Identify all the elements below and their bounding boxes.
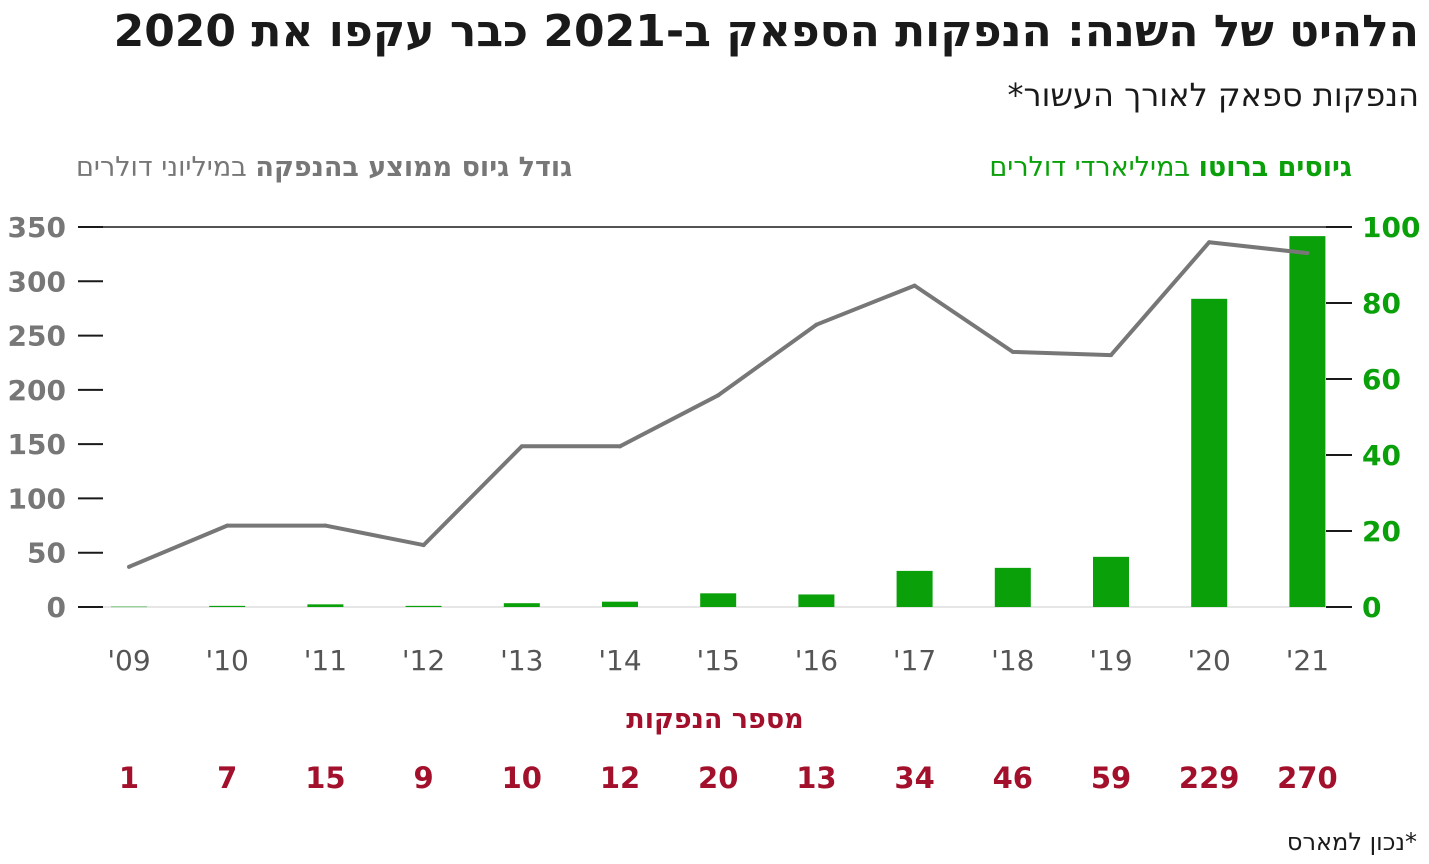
legend-line-unit: במיליוני דולרים (76, 152, 256, 183)
line-point (127, 564, 131, 569)
counts-label: מספר הנפקות (626, 704, 803, 735)
count-value: 59 (1091, 761, 1131, 795)
bar (602, 601, 638, 607)
line-point (912, 283, 917, 288)
count-value: 46 (993, 761, 1033, 795)
x-tick-label: '15 (697, 644, 740, 677)
bar (994, 567, 1031, 607)
left-tick-label: 50 (27, 537, 66, 570)
line-point (618, 444, 622, 449)
footnote: *נכון למארס (1286, 828, 1417, 856)
legend-line: גודל גיוס ממוצע בהנפקה במיליוני דולרים (76, 152, 572, 183)
line-series (127, 240, 1310, 569)
line-point (814, 322, 819, 327)
line-point (716, 393, 721, 398)
bar (405, 605, 442, 607)
avg-size-line (128, 240, 1308, 569)
x-tick-label: '21 (1286, 644, 1329, 677)
bar (209, 605, 246, 607)
bar (896, 570, 933, 607)
right-tick-label: 0 (1362, 591, 1381, 624)
line-point (1109, 353, 1113, 358)
x-tick-label: '13 (500, 644, 543, 677)
left-tick-label: 150 (8, 428, 66, 461)
bar (1289, 236, 1326, 607)
x-tick-label: '16 (795, 644, 838, 677)
legend-line-bold: גודל גיוס ממוצע בהנפקה (255, 152, 573, 183)
right-tick-label: 40 (1362, 439, 1401, 472)
x-tick-label: '11 (304, 644, 347, 677)
x-tick-label: '17 (893, 644, 936, 677)
line-point (1207, 240, 1212, 245)
left-tick-label: 250 (8, 320, 66, 353)
chart-subtitle: הנפקות ספאק לאורך העשור* (1007, 76, 1419, 114)
legend-bars-bold: גיוסים ברוטו (1198, 152, 1352, 183)
count-value: 34 (894, 761, 934, 795)
bar (798, 594, 835, 607)
line-point (1010, 349, 1015, 354)
right-tick-label: 20 (1362, 515, 1401, 548)
count-value: 10 (502, 761, 542, 795)
legend-bars-unit: במיליארדי דולרים (989, 152, 1199, 183)
line-point (421, 543, 426, 548)
right-tick-label: 100 (1362, 211, 1420, 244)
x-tick-label: '18 (991, 644, 1034, 677)
left-tick-label: 100 (8, 482, 66, 515)
x-tick-label: '20 (1188, 644, 1231, 677)
count-value: 7 (217, 761, 237, 795)
bar-series (111, 236, 1326, 608)
count-value: 15 (305, 761, 345, 795)
count-value: 20 (698, 761, 738, 795)
x-tick-label: '10 (206, 644, 249, 677)
line-point (1305, 251, 1310, 256)
left-tick-label: 350 (8, 211, 66, 244)
x-axis-labels: '09 '10 '11 '12 '13 '14 '15 '16 '17 '18 '19 '20 '21 (107, 644, 1329, 677)
count-value: 229 (1179, 761, 1240, 795)
x-tick-label: '12 (402, 644, 445, 677)
bar (1191, 298, 1228, 607)
chart-axes: 0 50 100 150 200 250 300 350 0 20 40 60 80 100 (8, 211, 1421, 624)
line-point (225, 523, 230, 528)
bar (111, 606, 147, 608)
count-value: 13 (796, 761, 836, 795)
x-tick-label: '09 (107, 644, 150, 677)
left-tick-label: 200 (8, 374, 66, 407)
line-point (519, 444, 524, 449)
right-tick-label: 80 (1362, 287, 1401, 320)
counts-row: 1 7 15 9 10 12 20 13 34 46 59 229 270 (119, 761, 1338, 795)
x-tick-label: '14 (598, 644, 641, 677)
count-value: 9 (414, 761, 434, 795)
count-value: 270 (1277, 761, 1338, 795)
bar (1093, 556, 1129, 607)
bar (503, 603, 540, 607)
bar (307, 604, 344, 607)
x-tick-label: '19 (1089, 644, 1132, 677)
count-value: 1 (119, 761, 139, 795)
bar (700, 593, 737, 607)
line-point (323, 523, 328, 528)
right-tick-label: 60 (1362, 363, 1401, 396)
left-tick-label: 300 (8, 265, 66, 298)
legend-bars: גיוסים ברוטו במיליארדי דולרים (989, 152, 1352, 183)
chart-title: הלהיט של השנה: הנפקות הספאק ב-2021 כבר ע… (113, 6, 1419, 57)
left-tick-label: 0 (47, 591, 66, 624)
count-value: 12 (600, 761, 640, 795)
